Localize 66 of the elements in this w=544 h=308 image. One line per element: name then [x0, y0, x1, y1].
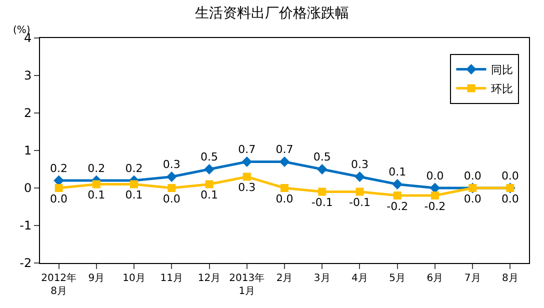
- y-tick-label: 2: [24, 106, 32, 120]
- data-label: -0.1: [311, 196, 333, 209]
- x-tick-label: 5月: [389, 273, 406, 284]
- x-tick-label: 7月: [464, 273, 481, 284]
- point: [354, 172, 365, 182]
- data-label: 0.1: [388, 166, 406, 178]
- chart-title: 生活资料出厂价格涨跌幅: [195, 6, 349, 22]
- data-label: 0.1: [88, 188, 106, 202]
- point: [280, 184, 288, 192]
- point: [316, 164, 328, 174]
- point: [392, 179, 403, 190]
- y-tick-label: -1: [20, 218, 32, 233]
- data-label: 0.2: [88, 162, 106, 175]
- data-label: 0.0: [501, 192, 519, 206]
- data-label: 0.5: [200, 150, 218, 164]
- y-tick-label: 3: [24, 68, 32, 83]
- data-label: 0.7: [276, 143, 294, 156]
- data-label: 0.3: [162, 158, 180, 171]
- data-label: -0.2: [424, 200, 446, 213]
- legend-label: 同比: [491, 64, 514, 77]
- data-label: 0.0: [162, 192, 180, 206]
- data-label: 0.1: [200, 188, 218, 202]
- y-tick-label: 1: [24, 144, 32, 158]
- data-label: 0.0: [276, 192, 294, 206]
- data-label: 0.7: [238, 143, 256, 156]
- point: [279, 156, 290, 167]
- x-tick-label: 2月: [276, 273, 293, 284]
- x-tick-label: 2013年 1月: [229, 272, 265, 297]
- point: [54, 184, 63, 192]
- point: [242, 156, 252, 167]
- point: [393, 192, 402, 200]
- x-tick-label: 8月: [502, 273, 518, 284]
- x-tick-label: 11月: [160, 273, 184, 284]
- legend-label: 环比: [491, 82, 514, 96]
- point: [168, 184, 176, 192]
- x-tick-label: 12月: [198, 273, 221, 284]
- data-label: 0.5: [313, 150, 331, 164]
- data-label: 0.0: [464, 192, 482, 206]
- point: [318, 188, 326, 196]
- point: [242, 172, 251, 181]
- point: [92, 180, 100, 188]
- point: [356, 188, 364, 196]
- data-label: 0.2: [125, 162, 143, 175]
- data-label: -0.1: [348, 196, 370, 209]
- data-label: 0.3: [350, 158, 368, 171]
- x-tick-label: 3月: [314, 273, 330, 284]
- point: [204, 164, 214, 174]
- x-tick-label: 4月: [352, 273, 368, 284]
- data-label: 0.0: [501, 169, 519, 182]
- data-label: 0.2: [50, 162, 68, 175]
- data-label: 0.0: [50, 192, 68, 206]
- x-tick-label: 2012年 8月: [41, 272, 77, 297]
- point: [166, 172, 177, 182]
- y-tick-label: 0: [24, 181, 32, 196]
- x-tick-label: 10月: [122, 273, 146, 284]
- data-label: 0.0: [464, 169, 482, 182]
- data-label: 0.3: [238, 181, 256, 194]
- y-tick-label: -2: [20, 256, 32, 270]
- data-label: -0.2: [386, 200, 408, 213]
- point: [205, 180, 214, 188]
- x-tick-label: 6月: [426, 273, 444, 284]
- data-label: 0.0: [426, 169, 444, 182]
- point: [430, 192, 439, 200]
- data-label: 0.1: [125, 188, 143, 202]
- x-tick-label: 9月: [88, 273, 105, 284]
- point: [130, 180, 138, 188]
